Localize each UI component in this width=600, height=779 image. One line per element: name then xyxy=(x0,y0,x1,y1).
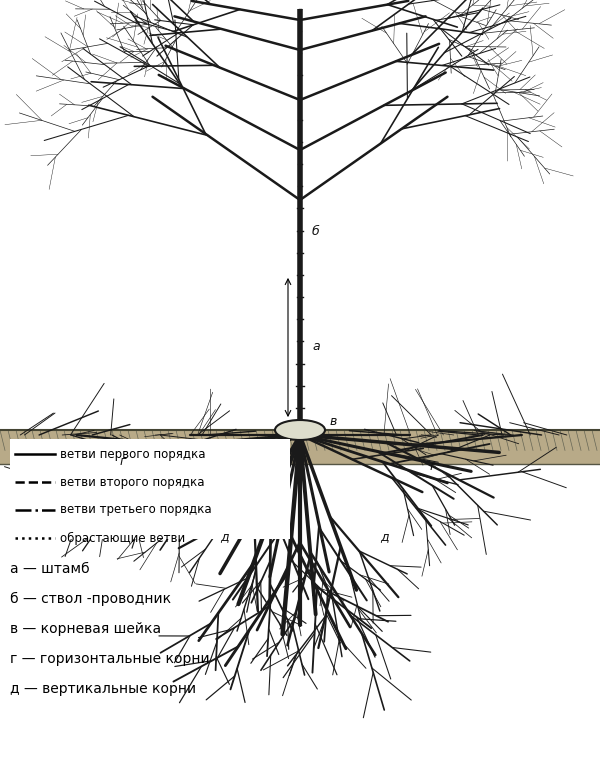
Text: обрастающие ветви: обрастающие ветви xyxy=(60,531,185,545)
Text: д: д xyxy=(380,530,389,543)
Text: б — ствол -проводник: б — ствол -проводник xyxy=(10,592,171,606)
Bar xyxy=(10,439,290,539)
Text: ветви первого порядка: ветви первого порядка xyxy=(60,447,205,460)
Text: г: г xyxy=(430,460,437,473)
Text: д: д xyxy=(220,530,229,543)
Text: в: в xyxy=(330,415,337,428)
Text: г: г xyxy=(120,455,127,468)
Text: ветви второго порядка: ветви второго порядка xyxy=(60,475,205,488)
Text: в — корневая шейка: в — корневая шейка xyxy=(10,622,161,636)
Ellipse shape xyxy=(275,420,325,440)
Text: д — вертикальные корни: д — вертикальные корни xyxy=(10,682,196,696)
Bar xyxy=(0,430,600,464)
Text: г — горизонтальные корни: г — горизонтальные корни xyxy=(10,652,209,666)
Text: а: а xyxy=(312,340,320,353)
Text: ветви третьего порядка: ветви третьего порядка xyxy=(60,503,212,516)
Text: б: б xyxy=(312,225,320,238)
Text: а — штамб: а — штамб xyxy=(10,562,89,576)
